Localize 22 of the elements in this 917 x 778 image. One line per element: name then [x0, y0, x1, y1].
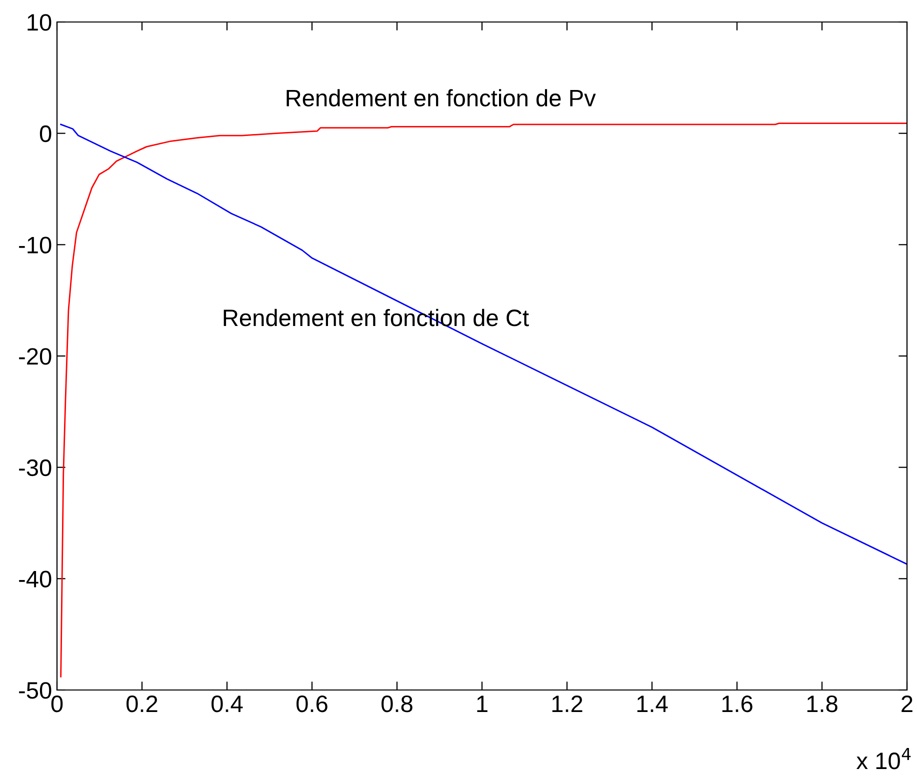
x-tick-label: 0 [51, 695, 63, 712]
annotation: Rendement en fonction de Pv [286, 89, 596, 106]
x-tick-label: 1.8 [807, 695, 838, 712]
y-tick-label: -10 [19, 236, 52, 254]
x-tick-label: 1.2 [552, 695, 582, 712]
y-tick-label: 10 [28, 14, 52, 31]
x-tick-label: 0.6 [296, 695, 328, 712]
x-tick-label: 1 [477, 696, 488, 712]
line-series [60, 122, 907, 678]
text: x 10$^{4}$ [856, 748, 911, 770]
x-tick-label: 1.6 [722, 695, 752, 712]
y-tick-label: 0 [40, 125, 52, 142]
y-tick-label: -40 [19, 570, 52, 588]
y-tick-label: -30 [19, 459, 52, 476]
x-tick-label: 1.4 [637, 696, 668, 712]
x-tick-label: 2 [902, 695, 912, 712]
x-tick-label: 0.4 [212, 695, 243, 712]
x-tick-label: 0.8 [382, 695, 412, 712]
y-tick-label: -20 [19, 348, 52, 365]
line-series [60, 124, 907, 565]
y-tick-label: -50 [19, 682, 52, 699]
x-tick-label: 0.2 [126, 695, 158, 712]
